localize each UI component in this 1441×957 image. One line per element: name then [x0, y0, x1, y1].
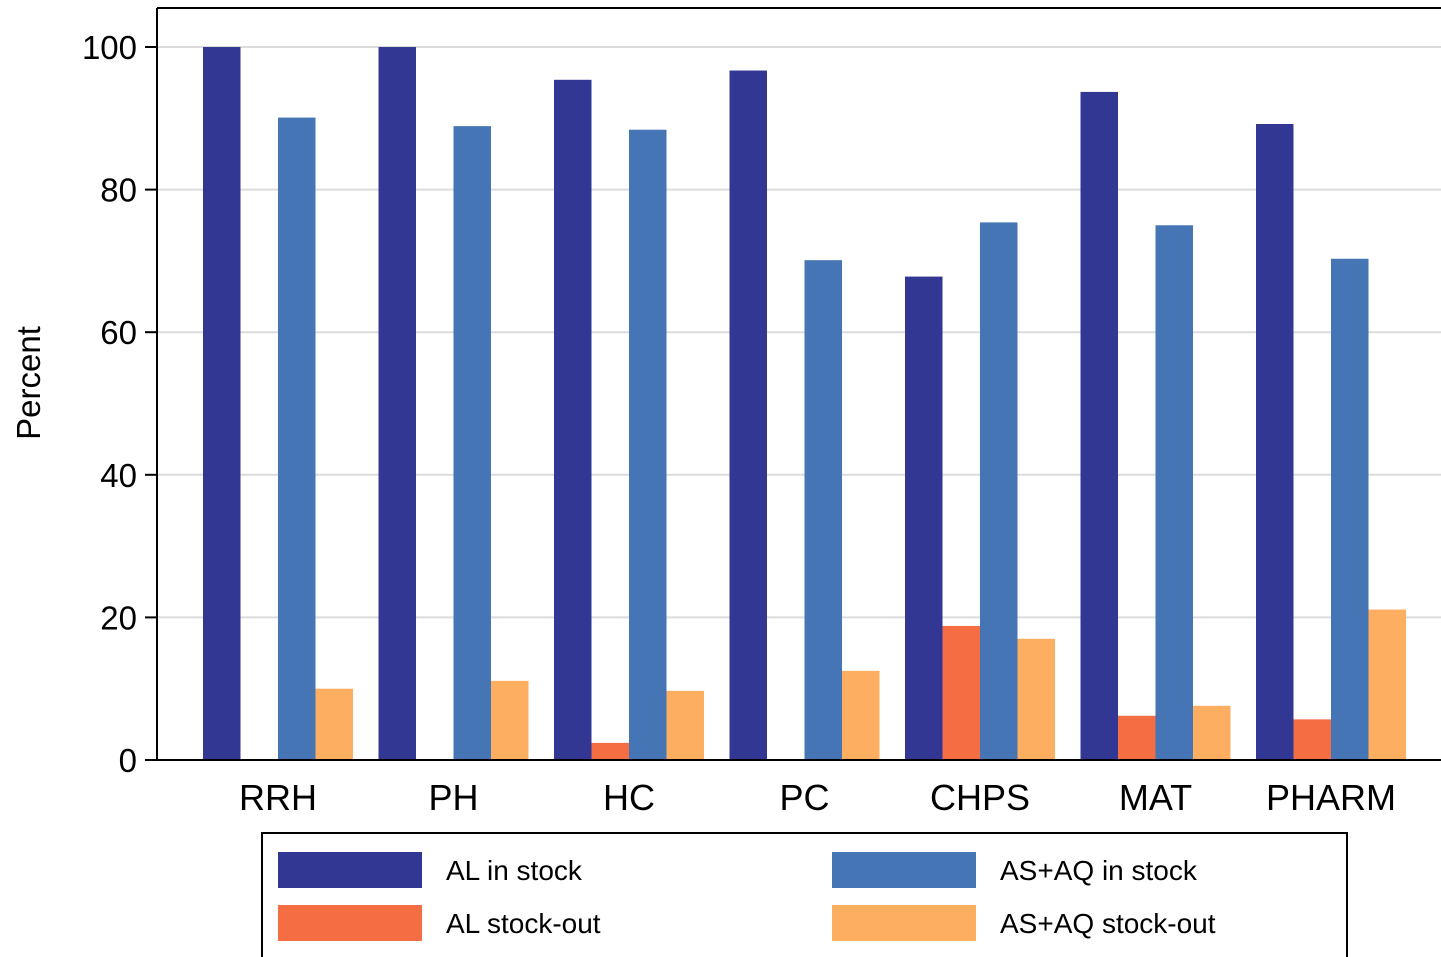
- bar-mat-3: [1155, 225, 1193, 760]
- legend-swatch: [832, 852, 976, 888]
- bar-pharm-2: [1293, 719, 1331, 760]
- bar-pharm-4: [1368, 609, 1406, 760]
- bar-ph-3: [453, 126, 491, 760]
- y-tick-labels: 0 20 40 60 80 100: [82, 29, 137, 779]
- bar-mat-4: [1193, 705, 1231, 760]
- legend-box: [261, 832, 1348, 957]
- bars: [203, 47, 1406, 761]
- bar-rrh-1: [203, 47, 241, 760]
- bar-pharm-3: [1331, 258, 1369, 760]
- y-tick-label: 0: [119, 742, 137, 779]
- y-tick-label: 20: [100, 599, 137, 636]
- bar-pc-3: [804, 260, 842, 760]
- x-category-label: PHARM: [1266, 777, 1396, 818]
- legend-swatch: [278, 852, 422, 888]
- x-category-label: RRH: [239, 777, 317, 818]
- legend-swatch: [278, 905, 422, 941]
- bar-pharm-1: [1256, 124, 1294, 760]
- bar-ph-1: [378, 47, 416, 760]
- legend-label: AS+AQ in stock: [1000, 855, 1198, 886]
- bar-pc-4: [842, 670, 880, 760]
- y-tick-label: 100: [82, 29, 137, 66]
- y-axis-title: Percent: [10, 326, 47, 440]
- x-category-labels: RRH PH HC PC CHPS MAT PHARM: [239, 777, 1396, 818]
- bar-mat-1: [1080, 91, 1118, 760]
- x-category-label: PC: [779, 777, 829, 818]
- x-category-label: CHPS: [930, 777, 1030, 818]
- bar-chps-1: [905, 276, 943, 760]
- x-category-label: HC: [603, 777, 655, 818]
- x-category-label: PH: [428, 777, 478, 818]
- bar-rrh-4: [315, 688, 353, 760]
- bar-ph-4: [491, 680, 529, 760]
- y-tick-label: 60: [100, 314, 137, 351]
- bar-hc-3: [629, 129, 667, 760]
- y-tick-label: 80: [100, 172, 137, 209]
- bar-hc-1: [554, 79, 592, 761]
- bar-chps-2: [942, 625, 980, 760]
- gridlines: [157, 46, 1441, 619]
- bar-rrh-3: [278, 117, 316, 761]
- bar-hc-4: [666, 690, 704, 760]
- legend-label: AL in stock: [446, 855, 583, 886]
- legend-swatch: [832, 905, 976, 941]
- bar-chps-4: [1017, 638, 1055, 760]
- y-tick-label: 40: [100, 457, 137, 494]
- axes: [145, 7, 1441, 761]
- bar-pc-1: [729, 70, 767, 761]
- bar-chps-3: [980, 222, 1018, 760]
- legend-label: AS+AQ stock-out: [1000, 908, 1216, 939]
- bar-mat-2: [1118, 715, 1156, 760]
- bar-hc-2: [591, 742, 629, 760]
- x-category-label: MAT: [1119, 777, 1192, 818]
- legend-label: AL stock-out: [446, 908, 601, 939]
- legend: AL in stock AS+AQ in stock AL stock-out AS+…: [261, 832, 1348, 957]
